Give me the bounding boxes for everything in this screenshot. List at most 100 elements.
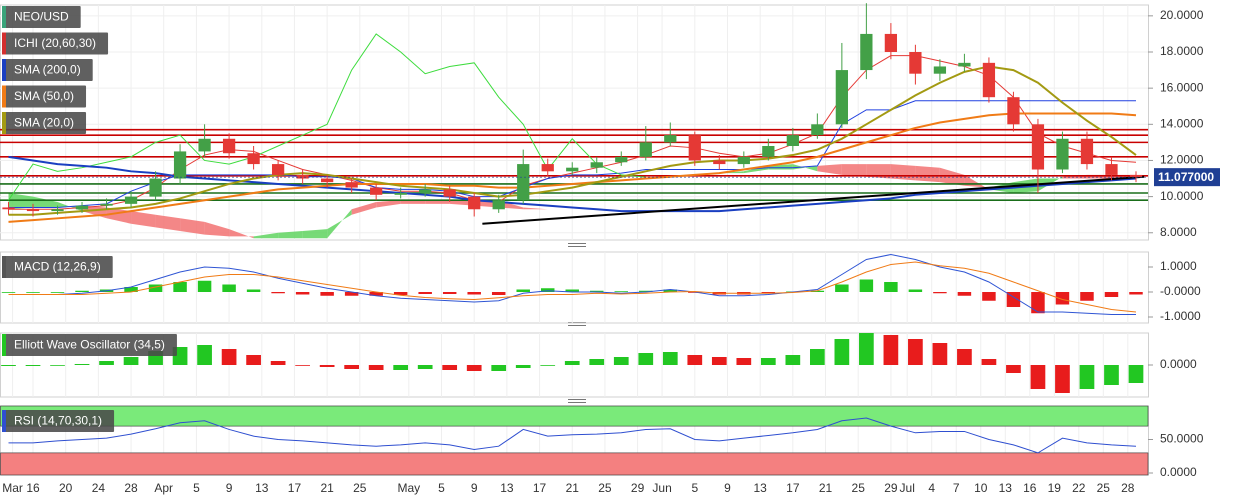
- legend-label: MACD (12,26,9): [14, 260, 101, 274]
- ewo-histogram-bar: [785, 355, 801, 365]
- legend-box: [2, 410, 115, 432]
- macd-line: [8, 253, 1136, 315]
- candle-body: [100, 203, 113, 206]
- x-tick-label: 20: [59, 481, 73, 495]
- macd-histogram-bar: [957, 292, 972, 296]
- y-tick-label: 20.0000: [1160, 8, 1204, 22]
- ewo-histogram-bar: [540, 365, 556, 366]
- ewo-histogram-bar: [908, 339, 923, 365]
- candle-body: [541, 164, 554, 172]
- macd-histogram-bar: [197, 280, 212, 292]
- legend-label: Elliott Wave Oscillator (34,5): [14, 338, 165, 352]
- macd-histogram-bar: [344, 292, 359, 296]
- macd-histogram-bar: [933, 292, 947, 294]
- ewo-histogram-bar: [246, 355, 261, 365]
- legend-box: [2, 6, 81, 28]
- y-tick-label: -1.0000: [1160, 309, 1201, 323]
- last-price-label: 11.077000: [1158, 170, 1214, 184]
- ichimoku-cloud: [180, 218, 205, 235]
- candle-body: [1056, 138, 1069, 170]
- candle-body: [860, 33, 873, 71]
- ichimoku-cloud: [817, 164, 842, 175]
- legend-box: [2, 334, 177, 356]
- ewo-histogram-bar: [613, 357, 629, 365]
- x-tick-label: 25: [598, 481, 612, 495]
- candle-body: [2, 207, 15, 210]
- legend-swatch: [2, 59, 6, 81]
- legend-entry: SMA (50,0): [2, 85, 87, 108]
- candle-body: [958, 62, 971, 67]
- ichimoku-cloud: [278, 230, 303, 239]
- candle-body: [664, 135, 677, 143]
- macd-histogram-bar: [491, 292, 506, 295]
- candle-body: [1007, 97, 1020, 125]
- legend-entry: RSI (14,70,30,1): [2, 410, 115, 432]
- macd-histogram-bar: [369, 292, 383, 296]
- x-tick-label: 5: [438, 481, 445, 495]
- ichimoku-cloud: [915, 165, 940, 183]
- x-tick-label: Mar: [2, 481, 23, 495]
- ewo-histogram-bar: [809, 349, 825, 365]
- legend-swatch: [2, 256, 6, 278]
- ichimoku-cloud: [523, 207, 548, 210]
- candle-body: [26, 209, 40, 212]
- ewo-histogram-bar: [295, 365, 310, 366]
- macd-histogram-bar: [148, 284, 163, 292]
- legend-entry: Elliott Wave Oscillator (34,5): [2, 334, 177, 356]
- candle-body: [370, 187, 383, 195]
- macd-histogram-bar: [516, 289, 530, 292]
- y-tick-label: 50.0000: [1160, 432, 1204, 446]
- ichimoku-cloud: [351, 202, 377, 215]
- candle-body: [124, 196, 138, 204]
- ewo-histogram-bar: [760, 358, 776, 365]
- ewo-histogram-bar: [417, 365, 433, 369]
- macd-line: [8, 261, 1137, 313]
- ewo-histogram-bar: [589, 359, 605, 365]
- ewo-histogram-bar: [662, 352, 678, 365]
- candle-body: [909, 52, 922, 74]
- ewo-histogram-bar: [736, 358, 752, 365]
- ichimoku-cloud: [8, 193, 34, 210]
- candle-body: [639, 142, 652, 157]
- candle-body: [198, 138, 211, 152]
- candle-body: [713, 160, 726, 165]
- macd-histogram-bar: [246, 289, 261, 292]
- x-tick-label: 7: [953, 481, 960, 495]
- x-tick-label: 17: [786, 481, 800, 495]
- x-tick-label: 5: [193, 481, 200, 495]
- x-tick-label: 28: [1121, 481, 1135, 495]
- ichimoku-cloud: [302, 229, 328, 239]
- macd-histogram-bar: [663, 289, 678, 292]
- macd-histogram-bar: [75, 290, 89, 292]
- macd-histogram-bar: [1031, 292, 1045, 314]
- ewo-histogram-bar: [687, 355, 703, 365]
- ewo-histogram-bar: [393, 365, 409, 370]
- ichimoku-cloud: [939, 167, 965, 186]
- ewo-histogram-bar: [1128, 365, 1144, 383]
- sma-line: [8, 65, 1137, 216]
- x-tick-label: 21: [320, 481, 334, 495]
- candle-body: [75, 205, 89, 210]
- x-tick-label: 13: [753, 481, 767, 495]
- legend-entry: NEO/USD: [2, 6, 81, 28]
- rsi-oversold-zone: [0, 452, 1149, 476]
- ewo-histogram-bar: [368, 365, 384, 370]
- ewo-histogram-bar: [344, 365, 360, 369]
- ewo-histogram-bar: [491, 365, 507, 371]
- ewo-histogram-bar: [883, 335, 899, 365]
- ewo-histogram-bar: [50, 365, 65, 366]
- x-tick-label: 5: [691, 481, 698, 495]
- ewo-histogram-bar: [1006, 365, 1021, 373]
- macd-histogram-bar: [614, 291, 629, 293]
- macd-histogram-bar: [1055, 292, 1070, 305]
- y-tick-label: -0.0000: [1160, 284, 1201, 298]
- candle-body: [321, 178, 334, 183]
- ichimoku-cloud: [400, 200, 426, 204]
- rsi-line: [8, 417, 1137, 454]
- ewo-histogram-bar: [74, 364, 90, 365]
- candle-body: [688, 135, 701, 161]
- candle-body: [51, 209, 64, 212]
- ewo-histogram-bar: [1030, 365, 1046, 389]
- legend-box: [2, 256, 113, 278]
- candle-body: [517, 164, 530, 201]
